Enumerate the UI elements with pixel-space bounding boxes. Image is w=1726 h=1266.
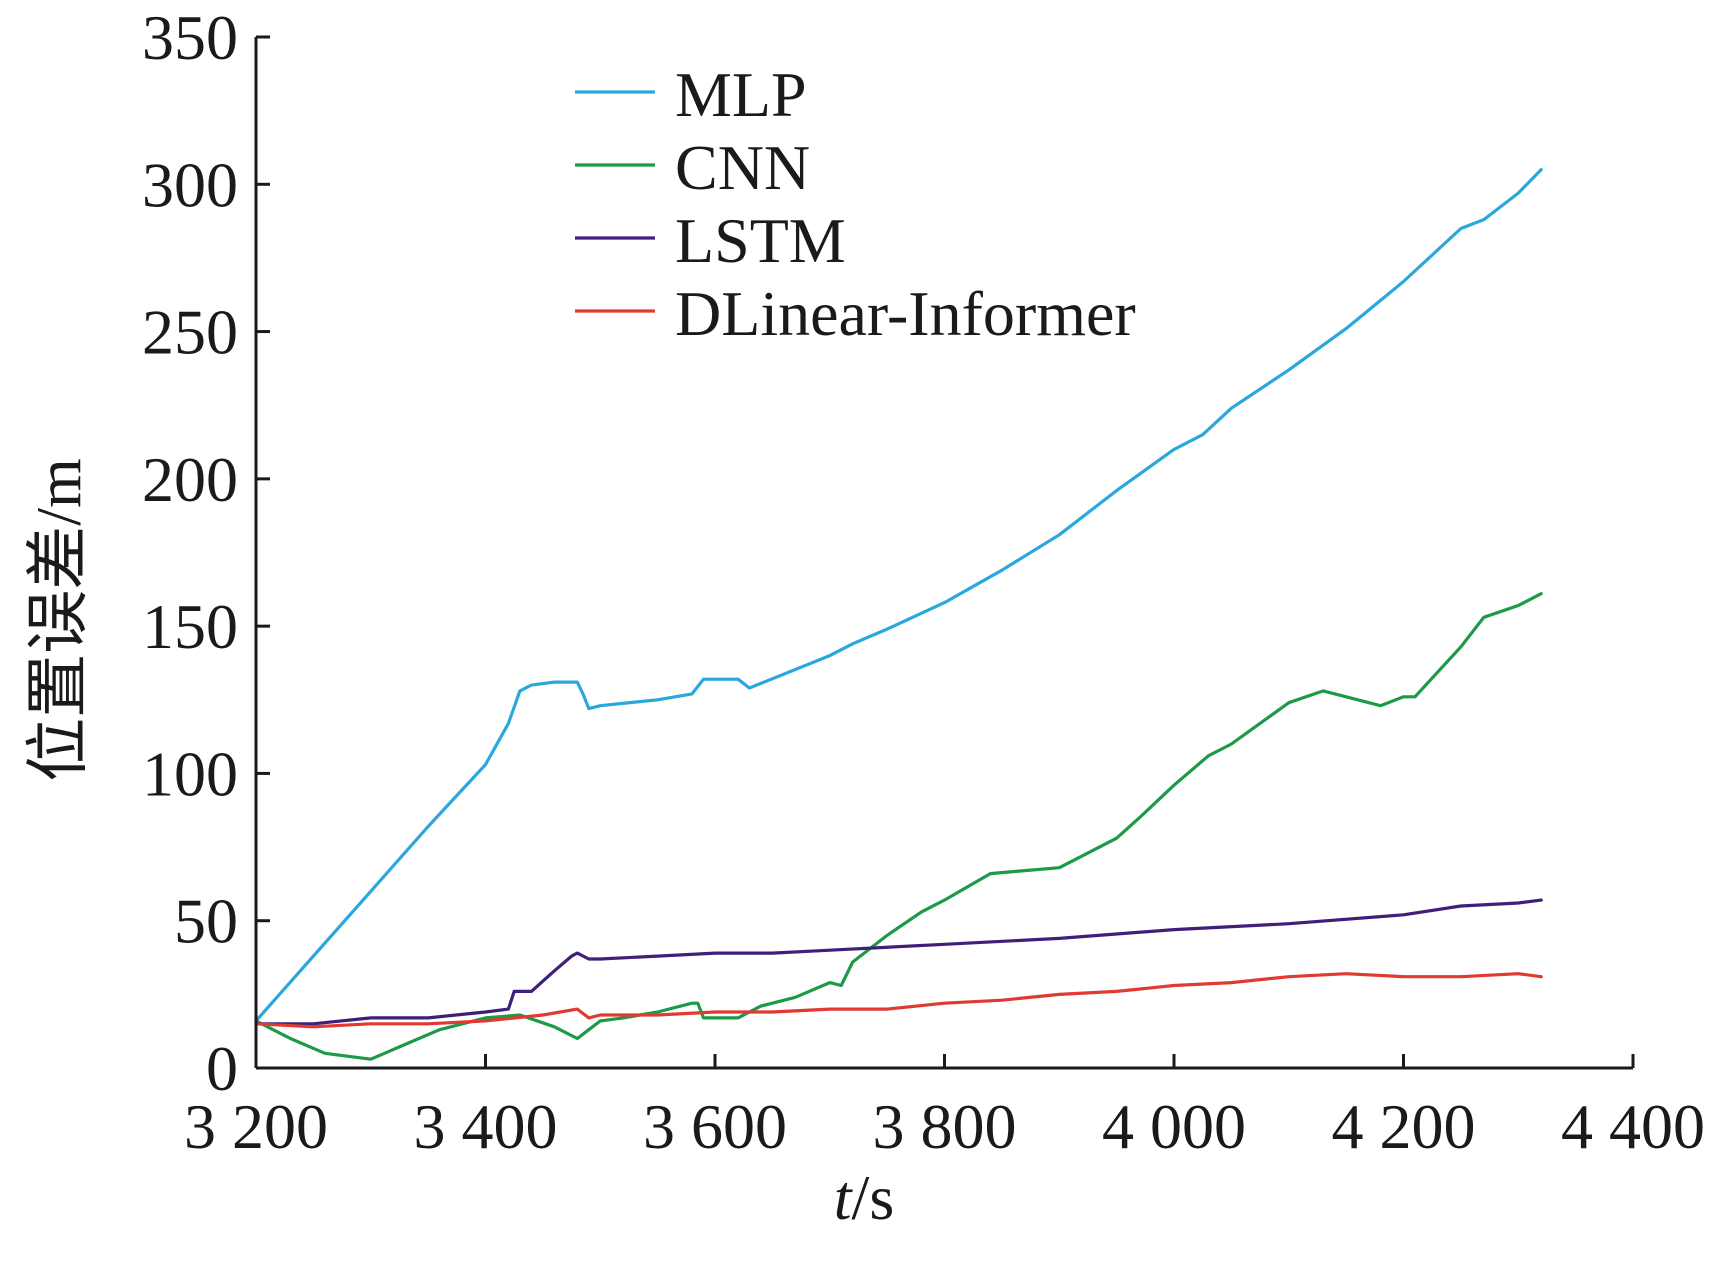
legend-label: LSTM — [675, 205, 846, 276]
series-line-lstm — [254, 898, 1543, 1026]
plot-series-group — [254, 168, 1543, 1061]
series-line-mlp — [254, 168, 1543, 1023]
series-line-cnn — [254, 592, 1543, 1061]
legend-label: MLP — [675, 59, 807, 130]
x-axis-title: t/s — [834, 1162, 894, 1233]
y-tick-label: 100 — [142, 738, 238, 809]
y-ticks-group: 0 50 100 150 200 250 300 350 — [142, 2, 270, 1104]
legend-label: DLinear-Informer — [675, 278, 1136, 349]
y-tick-label: 350 — [142, 2, 238, 73]
y-tick-label: 150 — [142, 591, 238, 662]
x-tick-label: 4 400 — [1561, 1091, 1705, 1162]
x-tick-label: 3 800 — [873, 1091, 1017, 1162]
series-line-dlinear-informer — [254, 972, 1543, 1029]
x-axis-title-unit: /s — [852, 1162, 895, 1233]
x-tick-label: 3 600 — [643, 1091, 787, 1162]
y-tick-label: 300 — [142, 149, 238, 220]
x-ticks-group: 3 200 3 400 3 600 3 800 4 000 4 200 4 400 — [184, 1054, 1705, 1162]
y-tick-label: 50 — [174, 886, 238, 957]
y-axis-title: 位置误差/m — [23, 458, 94, 782]
x-tick-label: 4 000 — [1102, 1091, 1246, 1162]
y-tick-label: 0 — [206, 1033, 238, 1104]
x-tick-label: 3 400 — [414, 1091, 558, 1162]
x-tick-label: 3 200 — [184, 1091, 328, 1162]
x-tick-label: 4 200 — [1332, 1091, 1476, 1162]
axes-group — [254, 37, 1633, 1070]
x-axis-title-variable: t — [834, 1162, 854, 1233]
legend-label: CNN — [675, 132, 810, 203]
y-tick-label: 250 — [142, 297, 238, 368]
y-tick-label: 200 — [142, 444, 238, 515]
